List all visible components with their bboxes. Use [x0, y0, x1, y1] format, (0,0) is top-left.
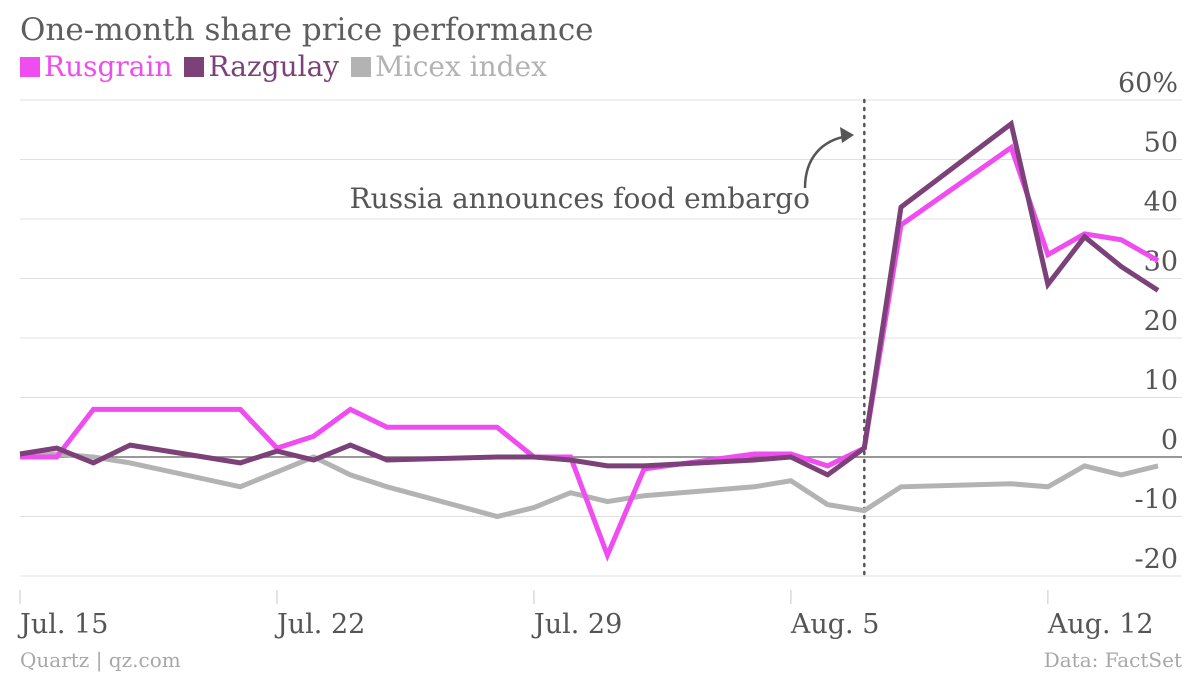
x-tick-label: Jul. 22 — [274, 609, 365, 640]
y-tick-label: -10 — [1135, 485, 1178, 516]
y-tick-label: 0 — [1161, 425, 1178, 456]
chart-title: One-month share price performance — [20, 12, 594, 48]
y-tick-label: 10 — [1144, 366, 1178, 397]
annotation-arrowhead — [840, 127, 854, 143]
legend-label-razgulay: Razgulay — [208, 50, 340, 83]
embargo-annotation: Russia announces food embargo — [350, 98, 866, 578]
data-credit: Data: FactSet — [1043, 648, 1182, 672]
x-tick-label: Aug. 5 — [790, 609, 880, 640]
legend-swatch-micex — [351, 56, 372, 77]
legend-label-rusgrain: Rusgrain — [44, 50, 173, 83]
series-line-micex — [19, 451, 1159, 520]
legend-swatch-rusgrain — [20, 56, 40, 77]
annotation-arrow — [803, 134, 849, 189]
y-tick-label: 50 — [1144, 128, 1178, 159]
y-axis-tick-labels: -20 -10 0 10 20 30 40 50 60% — [1118, 68, 1178, 575]
x-tick-label: Aug. 12 — [1047, 609, 1154, 640]
legend-item-micex: Micex index — [351, 50, 547, 83]
gridlines — [20, 99, 1182, 577]
x-tick-label: Jul. 29 — [531, 609, 622, 640]
y-tick-label: 60% — [1118, 68, 1178, 99]
series-line-rusgrain — [20, 143, 1160, 562]
y-tick-label: 30 — [1144, 247, 1178, 278]
x-axis: Jul. 15 Jul. 22 Jul. 29 Aug. 5 Aug. 12 — [17, 590, 1154, 640]
series-line-razgulay — [19, 119, 1160, 478]
source-label: Quartz | qz.com — [20, 648, 181, 672]
series-lines — [19, 119, 1160, 562]
legend-swatch-razgulay — [184, 56, 205, 77]
legend-item-razgulay: Razgulay — [184, 50, 339, 83]
y-tick-label: 20 — [1144, 306, 1178, 337]
x-tick-label: Jul. 15 — [17, 609, 108, 640]
y-tick-label: -20 — [1135, 544, 1178, 575]
legend-label-micex: Micex index — [375, 50, 547, 83]
y-tick-label: 40 — [1144, 187, 1178, 218]
legend-item-rusgrain: Rusgrain — [20, 50, 172, 83]
annotation-label: Russia announces food embargo — [350, 182, 810, 215]
chart-legend: Rusgrain Razgulay Micex index — [20, 50, 547, 83]
